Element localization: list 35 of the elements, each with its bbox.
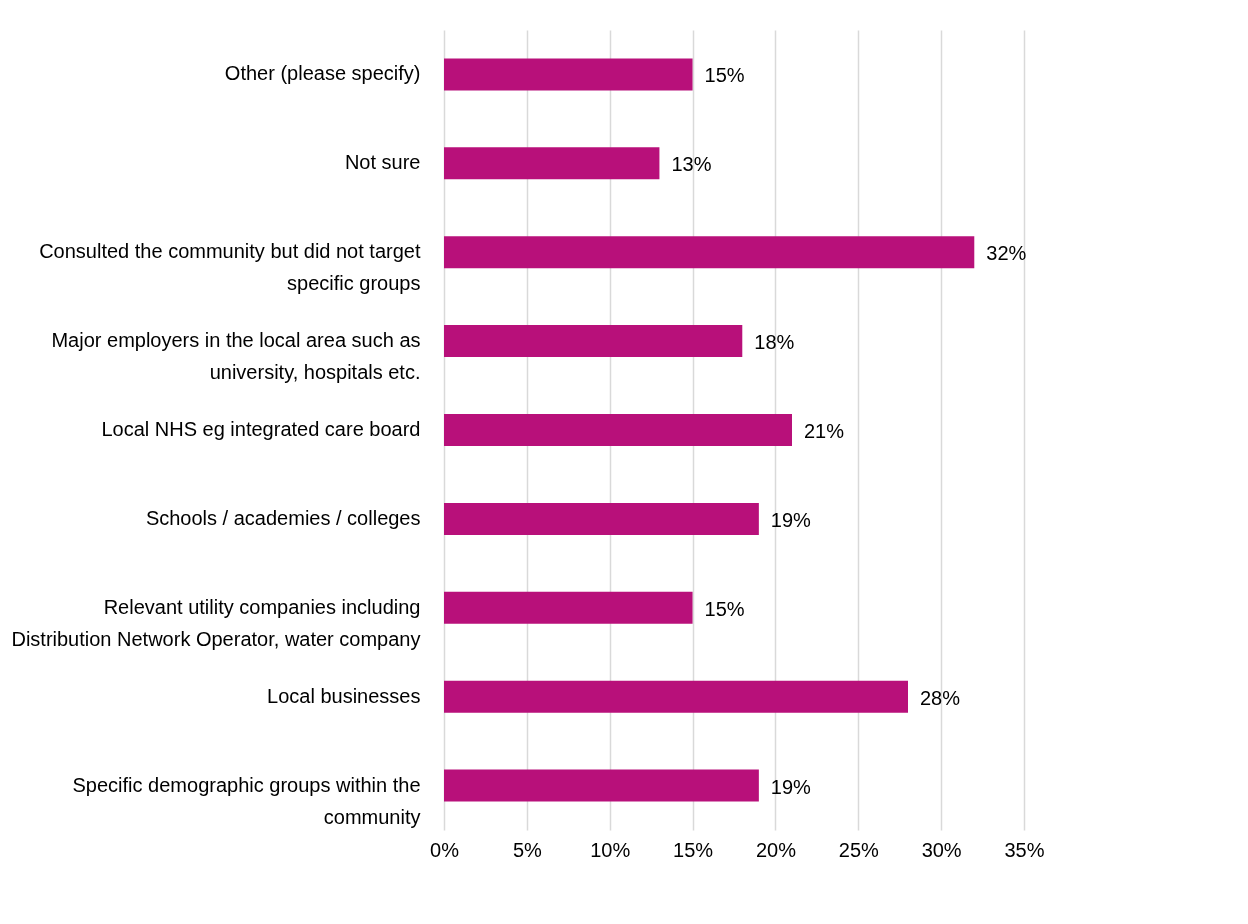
data-label: 19%: [770, 508, 812, 531]
bar: [444, 769, 759, 802]
bar: [444, 680, 908, 713]
bar: [444, 236, 975, 269]
y-tick-label: Not sure: [344, 151, 421, 174]
data-label: 19%: [770, 775, 812, 798]
data-label: 13%: [671, 153, 712, 176]
bar: [444, 325, 743, 358]
data-label: 15%: [704, 64, 745, 87]
y-tick-label: Major employers in the local area such as university, hospitals etc.: [51, 329, 421, 384]
y-tick-label: Local NHS eg integrated care board: [101, 418, 421, 440]
data-label: 32%: [986, 242, 1027, 265]
x-tick-label: 0%: [430, 838, 460, 861]
y-tick-label: Specific demographic groups within the community: [72, 773, 421, 828]
y-tick-label: Other (please specify): [224, 62, 421, 85]
x-tick-label: 15%: [673, 838, 714, 861]
y-tick-label: Relevant utility companies including Distribution Network Operator, water company: [11, 595, 421, 650]
bar: [444, 502, 759, 535]
bar: [444, 591, 693, 624]
x-tick-label: 35%: [1004, 838, 1045, 861]
bar: [444, 414, 792, 446]
data-label: 21%: [804, 420, 845, 442]
bar: [444, 147, 660, 180]
y-tick-label: Local businesses: [267, 684, 421, 707]
data-label: 28%: [920, 686, 961, 709]
x-tick-label: 10%: [590, 838, 631, 861]
data-label: 15%: [704, 597, 745, 620]
data-label: 18%: [754, 331, 795, 354]
bar: [444, 58, 693, 91]
x-tick-label: 30%: [921, 838, 962, 861]
x-tick-label: 25%: [838, 838, 880, 861]
x-tick-label: 20%: [755, 838, 797, 861]
y-tick-label: Consulted the community but did not target specific groups: [39, 240, 421, 295]
x-tick-label: 5%: [512, 838, 543, 861]
y-tick-label: Schools / academies / colleges: [145, 506, 421, 529]
